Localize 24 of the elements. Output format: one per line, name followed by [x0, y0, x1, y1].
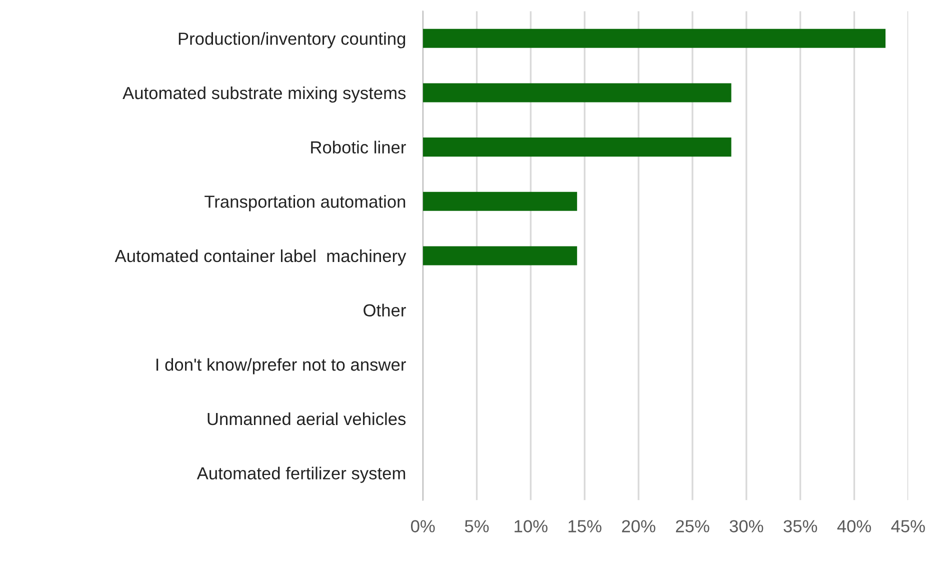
x-tick-label: 30% [730, 520, 764, 532]
bar [422, 28, 886, 48]
x-tick-label: 25% [676, 520, 710, 532]
x-tick-label: 20% [622, 520, 656, 532]
y-tick-label: Automated substrate mixing systems [122, 86, 406, 103]
x-tick-label: 5% [464, 520, 489, 532]
x-tick-label: 40% [837, 520, 871, 532]
x-tick-label: 15% [568, 520, 602, 532]
bar [422, 138, 732, 157]
y-tick-label: Automated container label machinery [114, 249, 406, 266]
y-tick-label: I don't know/prefer not to answer [156, 358, 406, 374]
y-tick-label: Robotic liner [311, 140, 406, 154]
y-tick-label: Automated fertilizer system [196, 466, 406, 483]
y-tick-label: Unmanned aerial vehicles [208, 412, 406, 426]
x-tick-label: 10% [514, 520, 548, 532]
y-tick-label: Production/inventory counting [178, 32, 406, 48]
x-tick-label: 0% [410, 520, 435, 532]
x-tick-label: 35% [784, 520, 818, 532]
bar [422, 83, 732, 102]
bar [422, 192, 578, 211]
y-tick-label: Transportation automation [204, 195, 406, 212]
y-tick-label: Other [364, 304, 406, 316]
bar [422, 246, 578, 266]
x-tick-label: 45% [891, 520, 925, 532]
